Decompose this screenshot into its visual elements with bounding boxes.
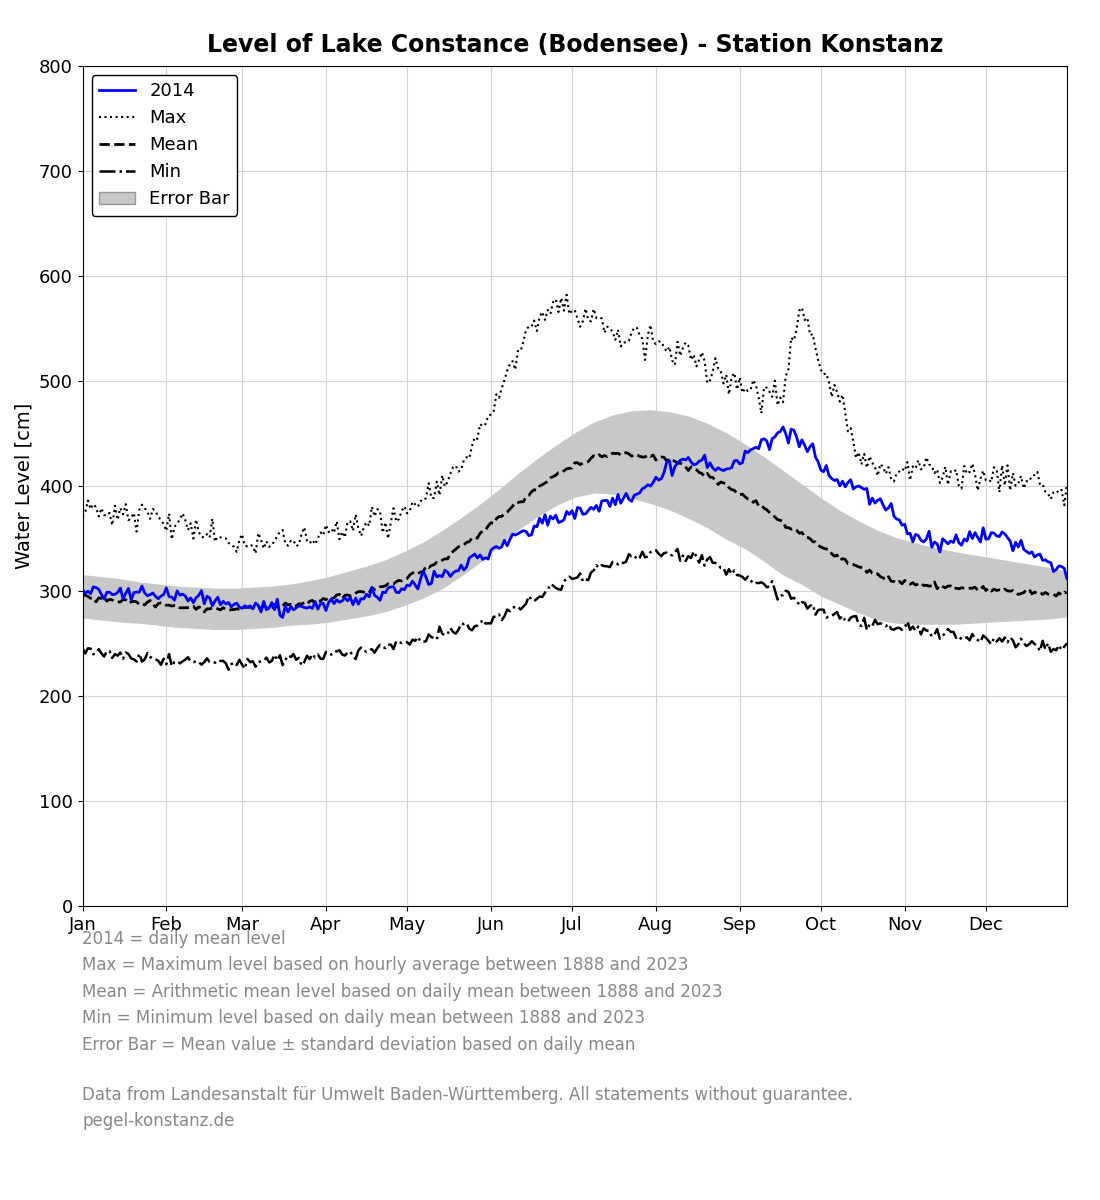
Y-axis label: Water Level [cm]: Water Level [cm] — [14, 403, 33, 569]
Text: Min = Minimum level based on daily mean between 1888 and 2023: Min = Minimum level based on daily mean … — [82, 1009, 646, 1027]
Text: Data from Landesanstalt für Umwelt Baden-Württemberg. All statements without gua: Data from Landesanstalt für Umwelt Baden… — [82, 1086, 854, 1104]
Text: pegel-konstanz.de: pegel-konstanz.de — [82, 1112, 235, 1130]
Text: 2014 = daily mean level: 2014 = daily mean level — [82, 930, 286, 948]
Text: Max = Maximum level based on hourly average between 1888 and 2023: Max = Maximum level based on hourly aver… — [82, 956, 689, 974]
Title: Level of Lake Constance (Bodensee) - Station Konstanz: Level of Lake Constance (Bodensee) - Sta… — [207, 34, 943, 58]
Text: Error Bar = Mean value ± standard deviation based on daily mean: Error Bar = Mean value ± standard deviat… — [82, 1036, 636, 1054]
Legend: 2014, Max, Mean, Min, Error Bar: 2014, Max, Mean, Min, Error Bar — [91, 76, 238, 216]
Text: Mean = Arithmetic mean level based on daily mean between 1888 and 2023: Mean = Arithmetic mean level based on da… — [82, 983, 723, 1001]
